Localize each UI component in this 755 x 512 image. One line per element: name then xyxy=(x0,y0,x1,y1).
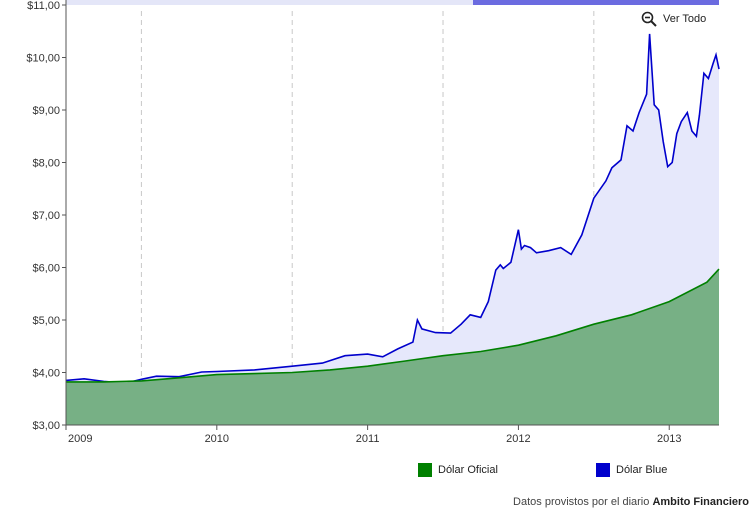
y-tick-label-4: $7,00 xyxy=(32,210,60,222)
y-tick-label-1: $4,00 xyxy=(32,368,60,380)
zoom-out-icon xyxy=(641,11,657,27)
line-oficial xyxy=(66,268,720,383)
source-prefix: Datos provistos por el diario xyxy=(513,496,650,508)
y-tick-label-7: $10,00 xyxy=(26,53,60,65)
y-tick-label-8: $11,00 xyxy=(27,0,60,12)
y-axis-ticks: $3,00 $4,00 $5,00 $6,00 $7,00 $8,00 $9,00 $10,0… xyxy=(26,0,66,432)
legend-item-blue[interactable]: Dólar Blue xyxy=(596,463,667,477)
x-tick-label-1: 2010 xyxy=(205,433,229,445)
ver-todo-label: Ver Todo xyxy=(663,13,707,25)
series-areas xyxy=(65,33,720,426)
navigator-selection xyxy=(473,0,719,5)
x-tick-label-2: 2011 xyxy=(356,433,380,445)
x-tick-label-4: 2013 xyxy=(657,433,681,445)
navigator-track xyxy=(66,0,719,5)
y-tick-label-0: $3,00 xyxy=(32,420,60,432)
ver-todo-button[interactable]: Ver Todo xyxy=(641,11,706,27)
legend-item-oficial[interactable]: Dólar Oficial xyxy=(418,463,498,477)
legend: Dólar Oficial Dólar Blue xyxy=(0,463,755,481)
x-axis-ticks: 2009 2010 2011 2012 2013 xyxy=(65,425,681,445)
y-tick-label-6: $9,00 xyxy=(32,105,60,117)
range-navigator[interactable] xyxy=(66,0,719,5)
x-tick-label-3: 2012 xyxy=(506,433,530,445)
y-tick-label-3: $6,00 xyxy=(32,263,60,275)
area-oficial xyxy=(66,269,719,425)
area-blue xyxy=(66,33,719,426)
x-tick-label-0: 2009 xyxy=(68,433,92,445)
y-tick-label-5: $8,00 xyxy=(32,158,60,170)
legend-swatch-oficial xyxy=(418,463,432,477)
data-source-note: Datos provistos por el diario Ambito Fin… xyxy=(513,496,749,508)
line-blue xyxy=(65,33,720,384)
y-tick-label-2: $5,00 xyxy=(32,315,60,327)
legend-label-oficial: Dólar Oficial xyxy=(438,464,498,476)
legend-swatch-blue xyxy=(596,463,610,477)
source-name: Ambito Financiero xyxy=(652,496,749,508)
legend-label-blue: Dólar Blue xyxy=(616,464,668,476)
